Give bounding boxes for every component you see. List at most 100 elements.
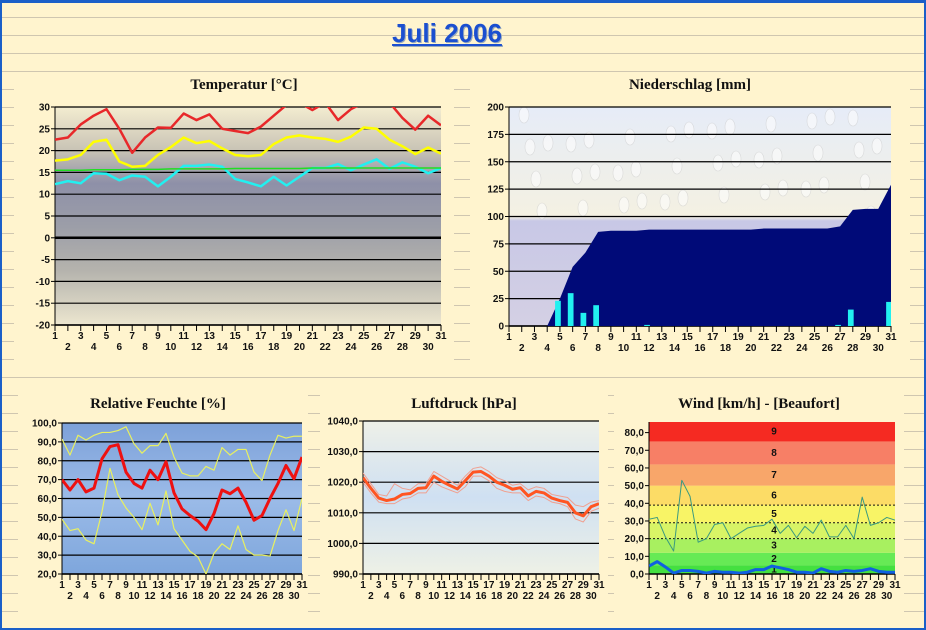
x-tick-label: 26 xyxy=(371,342,383,353)
x-tick-label: 18 xyxy=(783,591,795,602)
wind-series xyxy=(649,479,895,574)
x-tick-label: 26 xyxy=(554,591,566,602)
pressure-chart-title: Luftdruck [hPa] xyxy=(411,396,517,412)
y-tick-label: 200 xyxy=(487,103,504,114)
beaufort-band-2 xyxy=(649,552,895,566)
daily-precipitation-bar xyxy=(644,324,650,326)
x-tick-label: 10 xyxy=(128,591,140,602)
x-tick-label: 1 xyxy=(52,331,58,342)
x-tick-label: 27 xyxy=(562,580,574,591)
x-tick-label: 23 xyxy=(333,331,345,342)
x-tick-label: 6 xyxy=(570,343,576,354)
x-tick-label: 20 xyxy=(208,591,220,602)
x-tick-label: 1 xyxy=(360,580,366,591)
raindrop-decoration xyxy=(518,106,530,124)
daily-precipitation-bar xyxy=(835,324,841,326)
x-tick-label: 11 xyxy=(631,332,642,343)
x-tick-label: 4 xyxy=(91,342,97,353)
y-tick-label: 25 xyxy=(39,124,51,135)
x-tick-label: 15 xyxy=(682,332,694,343)
beaufort-band-4 xyxy=(649,522,895,539)
beaufort-label: 9 xyxy=(771,427,777,438)
x-tick-label: 27 xyxy=(264,580,276,591)
x-tick-label: 22 xyxy=(320,342,332,353)
raindrop-decoration xyxy=(712,154,724,172)
raindrop-decoration xyxy=(765,115,777,133)
beaufort-band-1 xyxy=(649,565,895,574)
x-tick-label: 19 xyxy=(791,580,803,591)
x-tick-label: 5 xyxy=(104,331,110,342)
x-tick-label: 2 xyxy=(65,342,71,353)
y-tick-label: 10 xyxy=(39,190,51,201)
x-tick-label: 15 xyxy=(758,580,770,591)
raindrop-decoration xyxy=(542,134,554,152)
x-tick-label: 7 xyxy=(107,580,113,591)
raindrop-decoration xyxy=(536,202,548,220)
x-tick-label: 22 xyxy=(224,591,236,602)
y-tick-label: 175 xyxy=(487,130,504,141)
x-tick-label: 22 xyxy=(816,591,828,602)
x-tick-label: 16 xyxy=(694,343,706,354)
raindrop-decoration xyxy=(618,196,630,214)
x-tick-label: 12 xyxy=(144,591,156,602)
beaufort-band-7 xyxy=(649,464,895,486)
x-tick-label: 8 xyxy=(704,591,710,602)
x-tick-label: 24 xyxy=(832,591,844,602)
plot-background xyxy=(363,421,599,574)
x-tick-label: 23 xyxy=(784,332,796,343)
x-tick-label: 16 xyxy=(766,591,778,602)
x-tick-label: 24 xyxy=(345,342,357,353)
daily-precipitation-bar xyxy=(593,305,599,326)
x-tick-label: 10 xyxy=(428,591,440,602)
x-tick-label: 8 xyxy=(115,591,121,602)
series-line-langj-hriges-mittel xyxy=(55,167,441,171)
x-tick-label: 13 xyxy=(656,332,668,343)
series-line-maximum xyxy=(363,466,599,508)
daily-precipitation-bar xyxy=(555,300,561,326)
x-tick-label: 2 xyxy=(654,591,660,602)
y-tick-label: 20,0 xyxy=(625,534,645,545)
x-tick-label: 7 xyxy=(583,332,589,343)
x-tick-label: 2 xyxy=(519,343,525,354)
y-tick-label: 40,0 xyxy=(625,499,645,510)
x-tick-label: 5 xyxy=(679,580,685,591)
raindrop-decoration xyxy=(724,118,736,136)
x-tick-label: 27 xyxy=(384,331,396,342)
x-tick-label: 20 xyxy=(799,591,811,602)
x-tick-label: 14 xyxy=(669,343,681,354)
x-tick-label: 13 xyxy=(204,331,216,342)
x-tick-label: 7 xyxy=(129,331,135,342)
humidity-chart-title: Relative Feuchte [%] xyxy=(90,396,226,412)
raindrop-decoration xyxy=(812,144,824,162)
x-tick-label: 1 xyxy=(646,580,652,591)
x-tick-label: 22 xyxy=(771,343,783,354)
luftdruck-series xyxy=(363,466,599,523)
y-tick-label: 125 xyxy=(487,185,504,196)
x-tick-label: 18 xyxy=(192,591,204,602)
y-tick-label: 70,0 xyxy=(625,446,645,457)
y-tick-label: 25 xyxy=(493,294,505,305)
x-tick-label: 23 xyxy=(531,580,543,591)
luftdruck-plot: 1040,01030,01020,01010,01000,0990,012345… xyxy=(327,417,605,603)
series-line-minimum xyxy=(363,475,599,523)
niederschlag-plot: 2001751501251007550250123456789101112131… xyxy=(487,103,897,355)
y-tick-label: 80,0 xyxy=(38,456,58,467)
x-tick-label: 30 xyxy=(586,591,598,602)
beaufort-band-9 xyxy=(649,422,895,442)
y-tick-label: 1000,0 xyxy=(327,539,358,550)
x-tick-label: 19 xyxy=(499,580,511,591)
x-tick-label: 21 xyxy=(807,580,819,591)
x-tick-label: 31 xyxy=(435,331,447,342)
beaufort-label: 5 xyxy=(771,509,777,520)
x-tick-label: 18 xyxy=(720,343,732,354)
y-tick-label: 1040,0 xyxy=(327,417,358,428)
x-tick-label: 1 xyxy=(506,332,512,343)
x-tick-label: 17 xyxy=(255,331,267,342)
series-line-mittel xyxy=(649,560,895,574)
x-tick-label: 2 xyxy=(368,591,374,602)
x-tick-label: 21 xyxy=(515,580,527,591)
series-line-maximum xyxy=(55,107,441,155)
daily-precipitation-bar xyxy=(580,312,587,326)
x-tick-label: 5 xyxy=(392,580,398,591)
x-tick-label: 12 xyxy=(444,591,456,602)
